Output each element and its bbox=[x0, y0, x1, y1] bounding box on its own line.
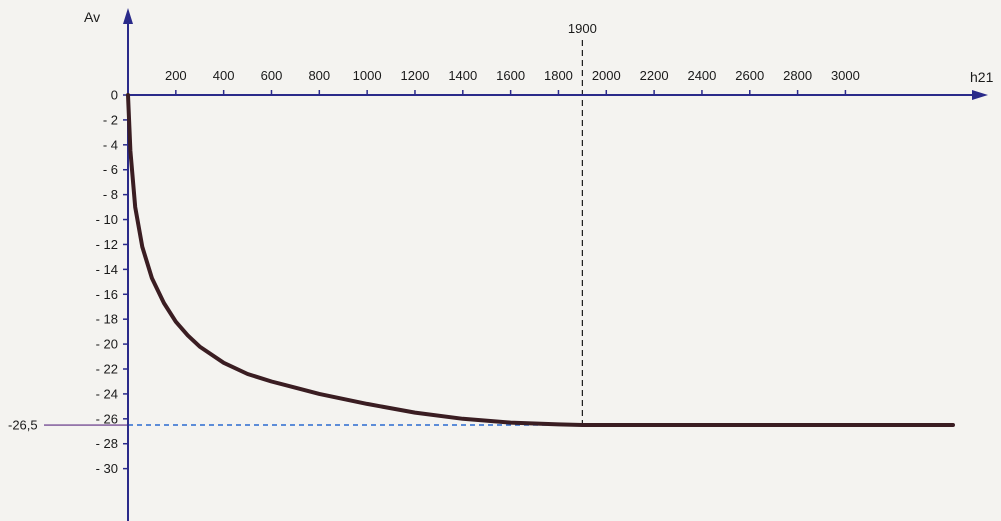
y-tick-label: - 10 bbox=[96, 212, 118, 227]
data-point bbox=[749, 424, 751, 426]
ticks: 200 400 600 800 1000 1200 1400 1600 1800 2000 2200… bbox=[96, 68, 860, 476]
x-tick-label: 1600 bbox=[496, 68, 525, 83]
data-point bbox=[270, 380, 272, 382]
data-point bbox=[318, 393, 320, 395]
data-point bbox=[294, 387, 296, 389]
data-point bbox=[557, 423, 559, 425]
data-point bbox=[342, 398, 344, 400]
x-tick-label: 400 bbox=[213, 68, 235, 83]
x-tick-label: 2000 bbox=[592, 68, 621, 83]
y-tick-label: - 8 bbox=[103, 187, 118, 202]
data-point bbox=[134, 206, 136, 208]
y-tick-label: - 2 bbox=[103, 112, 118, 127]
series-line-0 bbox=[126, 93, 955, 427]
y-tick-label: - 22 bbox=[96, 362, 118, 377]
data-point bbox=[952, 424, 954, 426]
axes: h21 Av bbox=[84, 8, 994, 521]
vline-label: 1900 bbox=[568, 21, 597, 36]
data-point bbox=[510, 422, 512, 424]
data-point bbox=[141, 246, 143, 248]
y-axis-arrow bbox=[123, 8, 133, 24]
x-tick-label: 800 bbox=[308, 68, 330, 83]
y-tick-label: - 20 bbox=[96, 337, 118, 352]
hline-label: -26,5 bbox=[8, 418, 38, 433]
data-point bbox=[199, 346, 201, 348]
y-tick-label: - 18 bbox=[96, 312, 118, 327]
data-point bbox=[175, 321, 177, 323]
x-tick-label: 600 bbox=[261, 68, 283, 83]
x-tick-label: 1000 bbox=[353, 68, 382, 83]
data-point bbox=[223, 362, 225, 364]
y-tick-label: - 26 bbox=[96, 411, 118, 426]
x-tick-label: 1800 bbox=[544, 68, 573, 83]
x-tick-label: 2200 bbox=[640, 68, 669, 83]
data-point bbox=[844, 424, 846, 426]
y-tick-label: - 24 bbox=[96, 386, 118, 401]
data-point bbox=[414, 412, 416, 414]
y-tick-label: - 16 bbox=[96, 287, 118, 302]
x-tick-label: 1400 bbox=[448, 68, 477, 83]
y-tick-label: - 4 bbox=[103, 137, 118, 152]
y-axis-title: Av bbox=[84, 9, 100, 25]
x-axis-arrow bbox=[972, 90, 988, 100]
x-tick-label: 2600 bbox=[735, 68, 764, 83]
series bbox=[126, 93, 955, 427]
x-tick-label: 1200 bbox=[401, 68, 430, 83]
y-tick-label: - 12 bbox=[96, 237, 118, 252]
x-tick-label: 2800 bbox=[783, 68, 812, 83]
reference-lines bbox=[44, 40, 583, 426]
data-point bbox=[366, 403, 368, 405]
data-point bbox=[653, 424, 655, 426]
data-point bbox=[581, 424, 583, 426]
x-tick-label: 3000 bbox=[831, 68, 860, 83]
data-point bbox=[163, 302, 165, 304]
y-tick-label: - 30 bbox=[96, 461, 118, 476]
x-axis-title: h21 bbox=[970, 69, 994, 85]
annotations: 1900 -26,5 bbox=[8, 21, 597, 433]
data-point bbox=[151, 277, 153, 279]
data-point bbox=[462, 418, 464, 420]
y-tick-label: - 14 bbox=[96, 262, 118, 277]
y-tick-label: - 28 bbox=[96, 436, 118, 451]
data-point bbox=[129, 150, 131, 152]
data-point bbox=[187, 334, 189, 336]
x-tick-label: 200 bbox=[165, 68, 187, 83]
y-tick-label: - 6 bbox=[103, 162, 118, 177]
x-tick-label: 2400 bbox=[687, 68, 716, 83]
y-tick-label: 0 bbox=[111, 88, 118, 103]
data-point bbox=[247, 373, 249, 375]
data-point bbox=[127, 94, 129, 96]
